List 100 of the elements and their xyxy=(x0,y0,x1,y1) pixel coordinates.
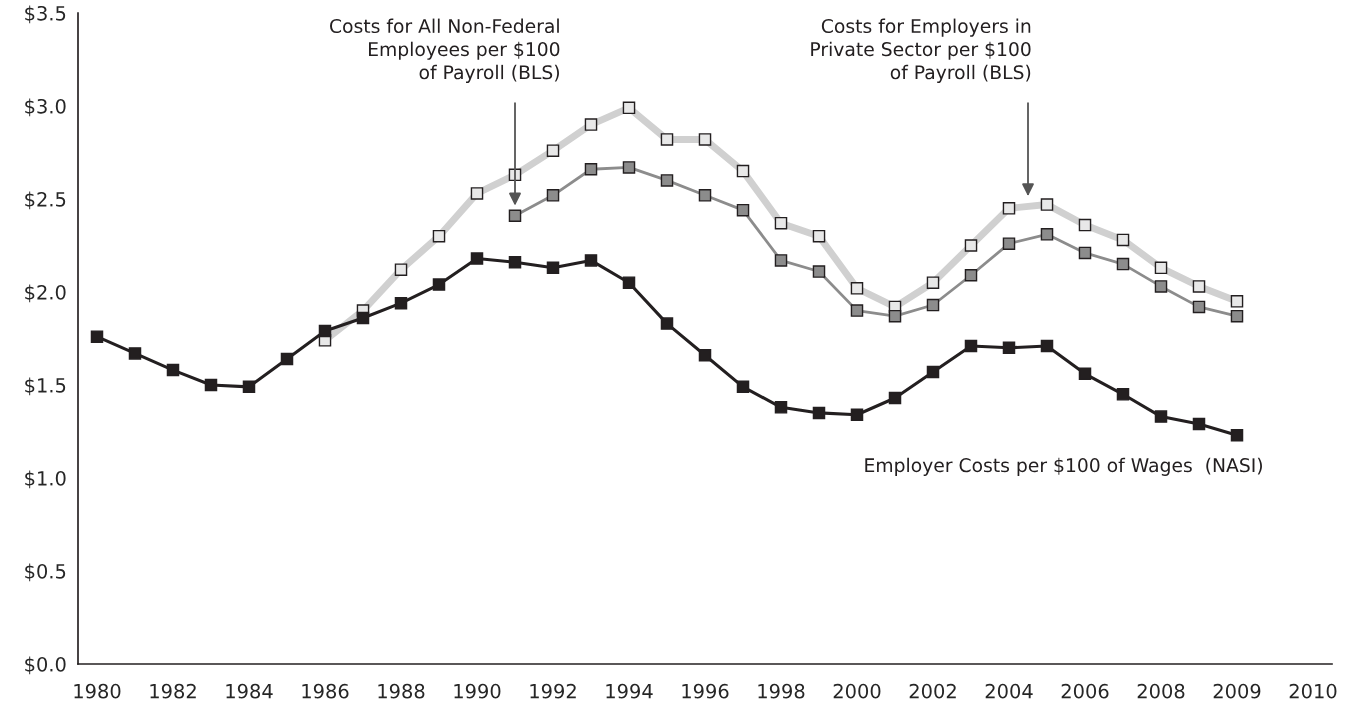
x-tick-label: 1980 xyxy=(74,683,121,699)
point xyxy=(1040,198,1054,211)
x-tick-label: 1986 xyxy=(302,683,349,699)
point xyxy=(1230,309,1244,323)
point xyxy=(166,363,180,377)
point xyxy=(394,263,408,276)
y-tick-label: $3.5 xyxy=(25,5,66,24)
x-tick-label: 1982 xyxy=(150,683,196,699)
point xyxy=(812,229,826,243)
point xyxy=(1192,300,1206,314)
point xyxy=(622,276,636,289)
point xyxy=(964,269,978,282)
point xyxy=(242,380,256,394)
point xyxy=(1078,246,1092,260)
point xyxy=(1040,339,1054,353)
point xyxy=(508,209,522,222)
point xyxy=(888,309,902,323)
point xyxy=(508,255,522,269)
y-tick-label: $1.0 xyxy=(25,470,66,489)
point xyxy=(1116,233,1130,247)
point xyxy=(926,276,940,289)
point xyxy=(812,265,826,278)
point xyxy=(622,161,636,174)
y-tick-label: $2.0 xyxy=(25,284,66,303)
point xyxy=(964,239,978,252)
point xyxy=(546,144,560,157)
point xyxy=(546,261,560,275)
point xyxy=(432,229,446,243)
point xyxy=(850,304,864,317)
point xyxy=(774,401,788,414)
point xyxy=(1154,261,1168,275)
point xyxy=(1192,280,1206,293)
point xyxy=(584,162,598,176)
y-tick-label: $1.5 xyxy=(25,377,66,396)
point xyxy=(1040,228,1054,241)
point xyxy=(660,133,674,146)
x-tick-label: 2000 xyxy=(833,683,881,699)
y-tick-label: $0.0 xyxy=(25,656,66,675)
point xyxy=(774,254,788,267)
point xyxy=(698,133,712,146)
point xyxy=(1078,367,1092,381)
point xyxy=(1154,410,1168,423)
point xyxy=(812,406,826,420)
point xyxy=(1154,280,1168,293)
point xyxy=(432,278,446,291)
point xyxy=(1230,428,1244,442)
x-tick-label: 2002 xyxy=(909,683,956,699)
point xyxy=(204,378,218,392)
x-tick-label: 2006 xyxy=(1061,683,1109,699)
point xyxy=(584,118,598,131)
point xyxy=(736,380,750,394)
x-tick-label: 1988 xyxy=(378,683,425,699)
x-tick-label: 1994 xyxy=(606,683,653,699)
point xyxy=(850,408,864,422)
point xyxy=(926,298,940,312)
point xyxy=(660,174,674,187)
annotation: Costs for Employers in Private Sector per $100 of Payroll (BLS) xyxy=(811,18,1031,83)
point xyxy=(1002,341,1016,355)
point xyxy=(926,365,940,379)
point xyxy=(736,203,750,217)
x-tick-label: 2010 xyxy=(1289,683,1337,699)
point xyxy=(964,339,978,353)
point xyxy=(1002,237,1016,250)
point xyxy=(546,189,560,202)
point xyxy=(584,254,598,267)
y-tick-label: $3.0 xyxy=(25,98,66,117)
point xyxy=(356,311,370,325)
point xyxy=(1230,295,1244,308)
x-tick-label: 1984 xyxy=(226,683,273,699)
point xyxy=(470,187,484,200)
point xyxy=(470,252,484,265)
point xyxy=(698,189,712,202)
point xyxy=(660,317,674,330)
x-tick-label: 1996 xyxy=(682,683,729,699)
annotation: Employer Costs per $100 of Wages (NASI) xyxy=(865,457,1262,476)
y-tick-label: $2.5 xyxy=(25,191,66,210)
x-tick-label: 1992 xyxy=(530,683,576,699)
point xyxy=(774,216,788,230)
point xyxy=(1116,388,1130,401)
point xyxy=(318,324,332,338)
point xyxy=(90,330,104,343)
point xyxy=(1002,202,1016,215)
point xyxy=(888,391,902,405)
point xyxy=(280,352,294,366)
point xyxy=(698,348,712,362)
point xyxy=(1078,218,1092,232)
y-tick-label: $0.5 xyxy=(25,563,66,582)
point xyxy=(394,296,408,310)
point xyxy=(736,164,750,178)
x-tick-label: 2008 xyxy=(1137,683,1185,699)
annotation: Costs for All Non-Federal Employees per $100 of Payroll (BLS) xyxy=(330,18,560,83)
point xyxy=(1116,257,1130,271)
x-tick-label: 1990 xyxy=(454,683,501,699)
point xyxy=(128,347,142,360)
point xyxy=(850,282,864,295)
point xyxy=(1192,417,1206,431)
point xyxy=(622,101,636,115)
x-tick-label: 1998 xyxy=(758,683,805,699)
x-tick-label: 2009 xyxy=(1213,683,1261,699)
x-tick-label: 2004 xyxy=(985,683,1033,699)
